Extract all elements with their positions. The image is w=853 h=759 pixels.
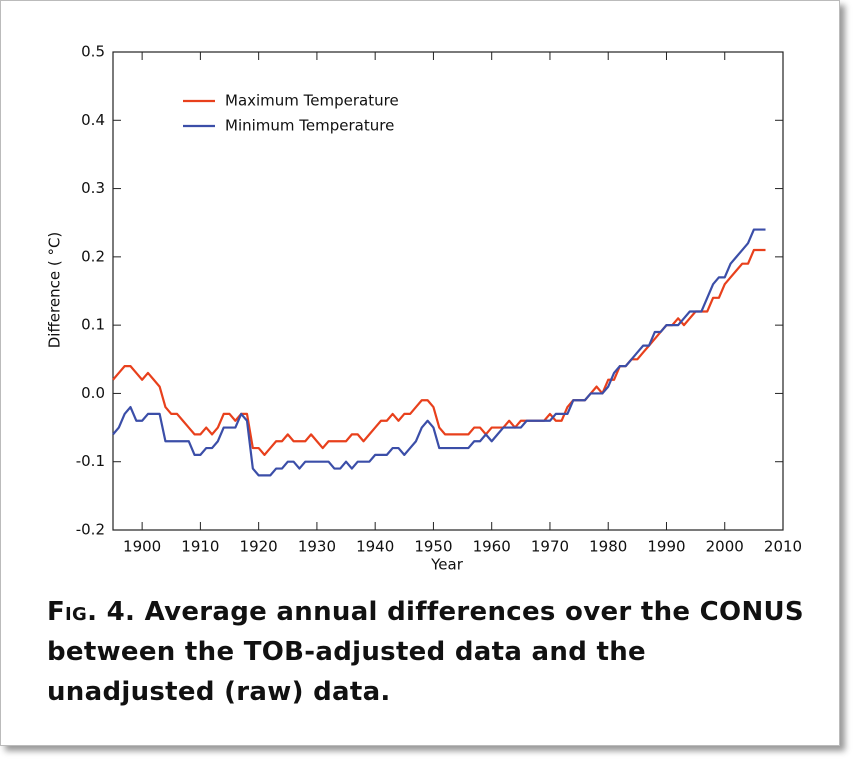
legend-label: Maximum Temperature <box>225 92 399 110</box>
caption-text: Average annual differences over the CONU… <box>47 597 804 707</box>
x-tick-label: 2000 <box>706 538 744 556</box>
legend-label: Minimum Temperature <box>225 117 394 135</box>
y-axis-label: Difference ( °C) <box>46 232 64 349</box>
y-tick-label: -0.1 <box>76 452 105 470</box>
series-line <box>112 248 766 456</box>
y-tick-label: -0.2 <box>76 521 105 539</box>
x-tick-label: 1960 <box>473 538 511 556</box>
x-tick-label: 1970 <box>531 538 569 556</box>
series-line <box>112 228 766 477</box>
y-tick-label: 0.3 <box>81 179 105 197</box>
y-tick-label: 0.2 <box>81 247 105 265</box>
plot-frame <box>112 51 784 531</box>
y-tick-label: 0.5 <box>81 43 105 61</box>
y-tick-label: 0.0 <box>81 384 105 402</box>
x-tick-label: 1930 <box>298 538 336 556</box>
x-tick-label: 1980 <box>589 538 627 556</box>
caption: Fig. 4. Average annual differences over … <box>47 592 817 712</box>
caption-lead: Fig. 4. <box>47 597 136 627</box>
x-tick-label: 1940 <box>356 538 394 556</box>
x-tick-label: 1920 <box>240 538 278 556</box>
y-tick-label: 0.1 <box>81 316 105 334</box>
x-tick-label: 1990 <box>647 538 685 556</box>
x-tick-label: 1950 <box>414 538 452 556</box>
x-tick-label: 1910 <box>181 538 219 556</box>
y-tick-label: 0.4 <box>81 111 105 129</box>
x-axis-label: Year <box>430 556 464 574</box>
x-tick-label: 1900 <box>123 538 161 556</box>
chart: Year Difference ( °C) -0.2 -0.1 0.0 0.1 0.2 0… <box>46 43 803 574</box>
x-tick-label: 2010 <box>764 538 802 556</box>
figure-frame <box>0 0 840 746</box>
